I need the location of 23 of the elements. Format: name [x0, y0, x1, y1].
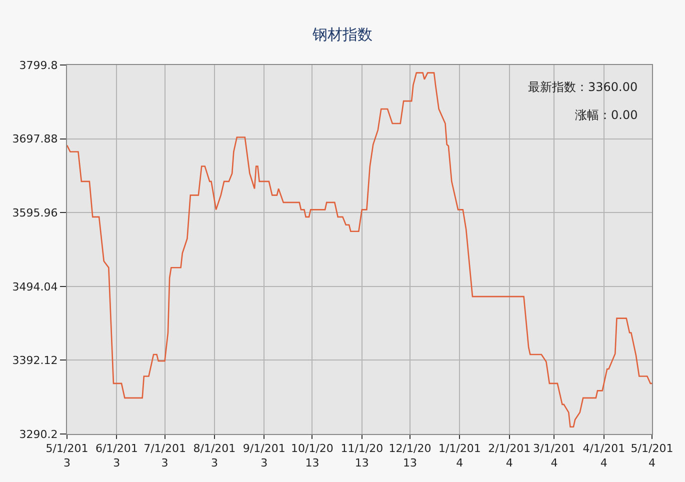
x-tick-label: 10/1/2013 [291, 442, 334, 470]
chart-title: 钢材指数 [312, 25, 372, 44]
y-tick-label: 3494.04 [12, 280, 58, 294]
x-tick-label: 3/1/2014 [533, 442, 576, 470]
x-tick-label: 8/1/2013 [193, 442, 236, 470]
x-tick-label: 11/1/2013 [340, 442, 384, 470]
x-tick-label: 5/1/2013 [46, 442, 88, 470]
x-tick-label: 1/1/2014 [438, 442, 481, 470]
x-tick-label: 6/1/2013 [95, 442, 138, 470]
annotation: 最新指数：3360.00 [528, 80, 638, 94]
x-tick-label: 2/1/2014 [488, 442, 531, 470]
y-tick-label: 3799.8 [19, 58, 58, 72]
x-tick-label: 12/1/2013 [388, 442, 432, 470]
x-tick-label: 5/1/2014 [630, 442, 674, 470]
line-series [67, 72, 652, 428]
x-tick-label: 7/1/2013 [144, 442, 186, 470]
x-tick-label: 4/1/2014 [582, 442, 626, 470]
annotation: 涨幅：0.00 [575, 108, 638, 122]
y-tick-label: 3697.88 [12, 132, 58, 146]
y-tick-label: 3290.2 [19, 428, 58, 441]
x-tick-label: 9/1/2013 [242, 442, 286, 470]
y-tick-label: 3595.96 [12, 206, 58, 220]
y-tick-label: 3392.12 [12, 354, 58, 368]
